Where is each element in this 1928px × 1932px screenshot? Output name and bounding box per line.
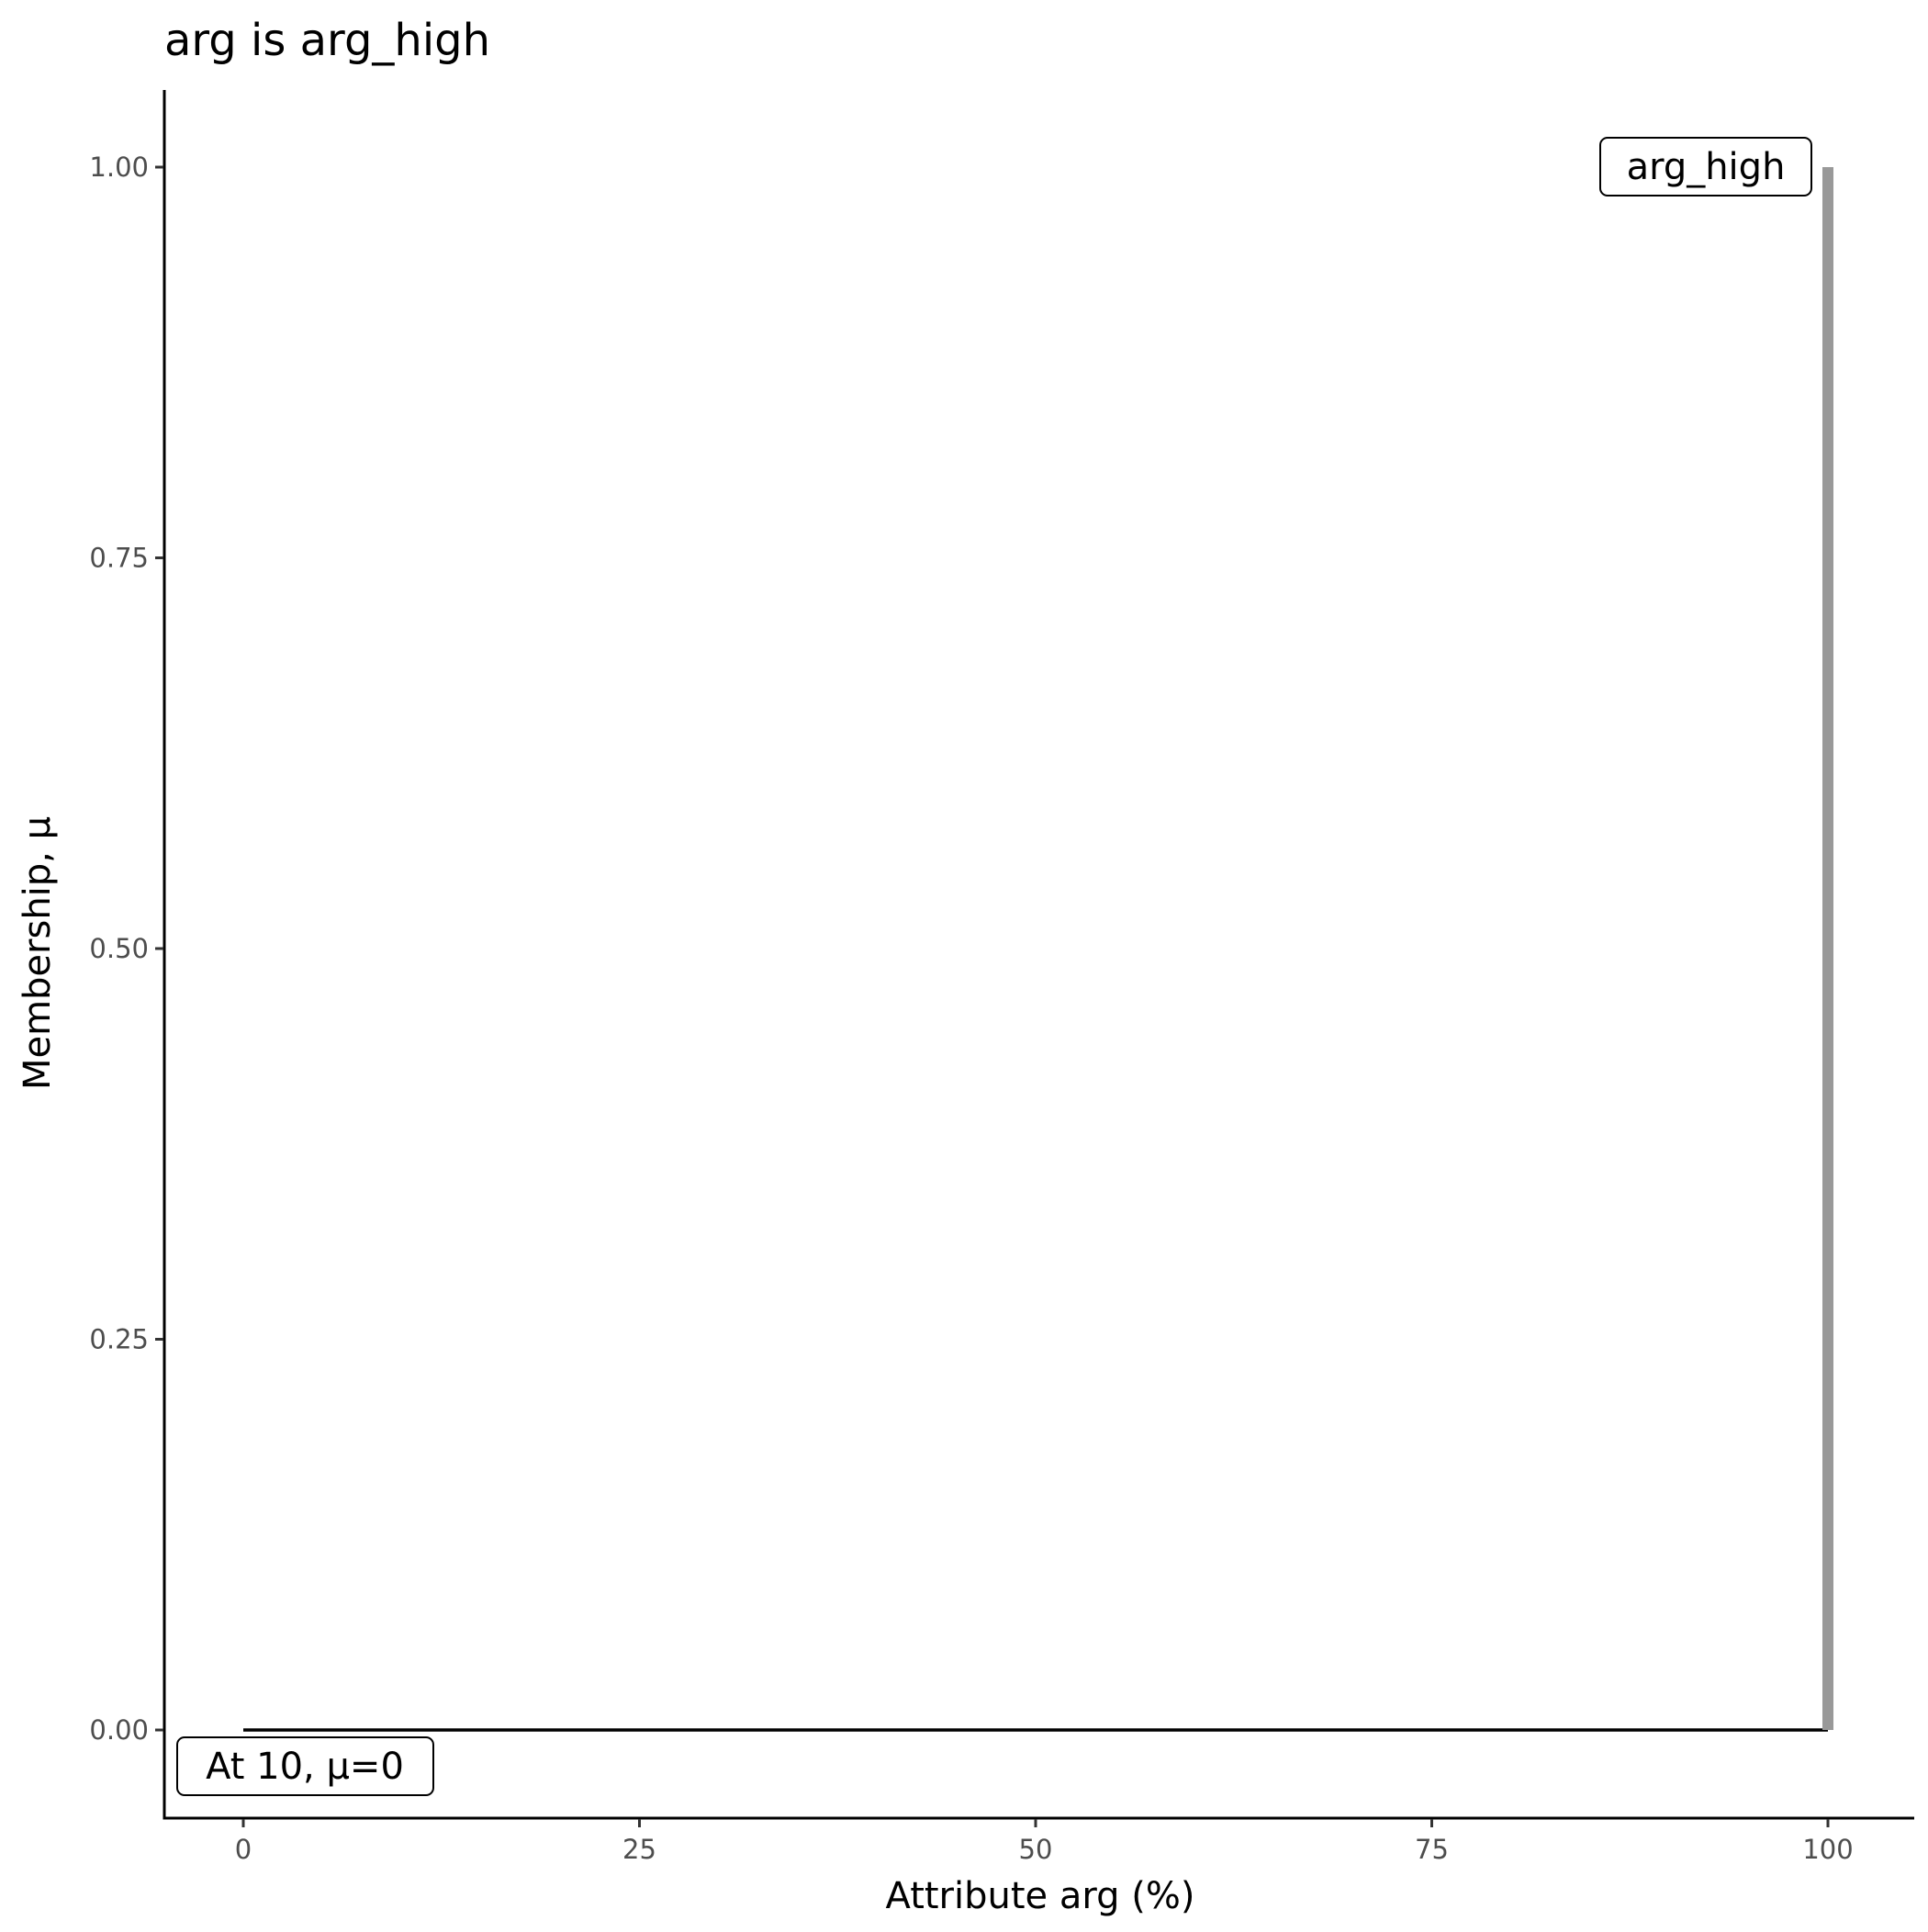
y-tick-label: 0.75 (89, 543, 149, 574)
svg-text:At 10, μ=0: At 10, μ=0 (206, 1746, 404, 1788)
chart-title: arg is arg_high (164, 15, 490, 66)
y-tick-label: 0.00 (89, 1714, 149, 1746)
annotation-label: arg_high (1599, 137, 1812, 197)
svg-text:arg_high: arg_high (1627, 146, 1786, 188)
annotation-label: At 10, μ=0 (176, 1736, 434, 1796)
y-ticks: 0.00 0.25 0.50 0.75 1.00 (89, 152, 163, 1746)
x-tick-label: 25 (622, 1834, 656, 1865)
y-tick-label: 0.25 (89, 1324, 149, 1355)
x-tick-label: 0 (235, 1834, 252, 1865)
y-axis-label: Membership, μ (17, 816, 59, 1090)
y-tick-label: 0.50 (89, 933, 149, 964)
x-tick-label: 100 (1802, 1834, 1853, 1865)
x-axis-label: Attribute arg (%) (886, 1875, 1195, 1917)
x-ticks: 0 25 50 75 100 (235, 1819, 1854, 1865)
x-tick-label: 75 (1415, 1834, 1449, 1865)
y-tick-label: 1.00 (89, 152, 149, 183)
plot-area: arg_high At 10, μ=0 (176, 137, 1833, 1796)
x-tick-label: 50 (1019, 1834, 1053, 1865)
